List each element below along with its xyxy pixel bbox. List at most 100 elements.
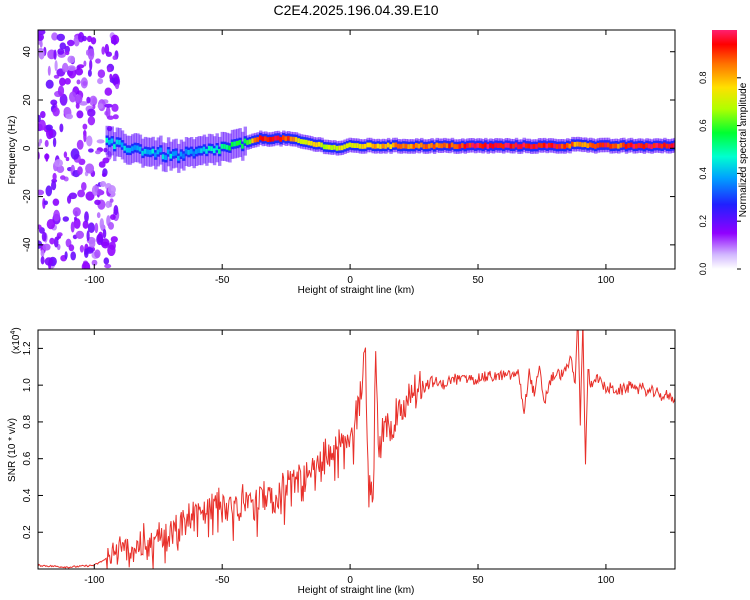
ridge-core (430, 143, 434, 148)
ridge-core (256, 137, 260, 142)
noise-blob (107, 67, 112, 73)
ridge-core (586, 143, 590, 148)
ridge-core (435, 142, 439, 148)
ridge-core (218, 149, 222, 154)
ridge-core (535, 144, 539, 149)
ridge-core (542, 142, 547, 148)
ridge-core (358, 143, 363, 149)
ridge-core (328, 144, 332, 150)
noise-blob (95, 58, 101, 64)
snr-series-line (38, 330, 675, 569)
ridge-core (650, 144, 654, 149)
noise-blob (53, 209, 60, 222)
ridge-core (548, 142, 552, 148)
noise-blob (82, 123, 88, 130)
noise-blob (52, 198, 60, 206)
ridge-core (356, 143, 360, 148)
x-tick-label: 100 (598, 575, 615, 586)
ridge-core (573, 142, 577, 147)
ridge-core (156, 149, 160, 155)
ridge-core (394, 142, 398, 148)
noise-blob (56, 232, 63, 237)
noise-blob (40, 111, 46, 119)
ridge-core (223, 144, 227, 149)
noise-blob (107, 185, 116, 195)
ridge-core (647, 143, 652, 149)
noise-blob (110, 236, 118, 243)
noise-blob (104, 103, 113, 108)
x-tick-label: 50 (472, 575, 484, 586)
ridge-core (363, 143, 368, 149)
noise-blob (59, 77, 66, 87)
ridge-core (371, 143, 375, 149)
ridge-core (532, 144, 537, 149)
ridge-core (445, 143, 450, 149)
ridge-core (642, 144, 647, 149)
ridge-core (110, 138, 114, 144)
spectrogram-panel: -100 -50 0 50 100 -40 -20 0 20 40 Height of stra… (7, 29, 676, 296)
ridge-core (312, 141, 317, 147)
ridge-core (333, 144, 337, 150)
ridge-core (184, 149, 189, 154)
noise-blob (86, 230, 90, 242)
ridge-core (192, 151, 196, 157)
noise-blob (81, 182, 87, 191)
ridge-core (545, 143, 549, 149)
ridge-core (583, 142, 588, 147)
noise-blob (94, 222, 99, 234)
ridge-core (128, 147, 132, 153)
ridge-core (151, 148, 155, 154)
noise-blob (97, 234, 101, 243)
noise-blob (64, 251, 68, 260)
noise-blob (70, 148, 80, 160)
noise-blob (107, 244, 116, 256)
ridge-core (663, 142, 667, 148)
ridge-core (174, 150, 178, 156)
spectrogram-marks (38, 30, 675, 269)
colorbar-tick-label: 0.2 (698, 215, 708, 228)
noise-blob (85, 262, 91, 269)
ridge-core (261, 136, 265, 142)
ridge-core (389, 144, 393, 149)
ridge-core (248, 139, 253, 145)
ridge-core (379, 144, 383, 149)
noise-blob (79, 245, 84, 253)
ridge-core (432, 144, 437, 150)
ridge-core (658, 143, 662, 149)
noise-blob (113, 205, 119, 216)
noise-blob (112, 55, 117, 60)
ridge-core (645, 143, 649, 148)
noise-blob (77, 189, 85, 198)
noise-blob (97, 103, 104, 109)
y-tick-label: 0.6 (22, 451, 33, 465)
noise-blob (51, 180, 57, 191)
noise-blob (65, 113, 73, 120)
ridge-core (294, 137, 299, 142)
noise-blob (42, 243, 51, 251)
snr-frame (37, 329, 676, 570)
ridge-core (566, 143, 570, 148)
ridge-core (269, 137, 273, 142)
noise-blob (89, 59, 93, 71)
ridge-core (624, 144, 629, 149)
noise-blob (86, 96, 91, 104)
noise-blob (73, 218, 81, 229)
ridge-core (558, 143, 562, 149)
ridge-core (629, 142, 634, 148)
snr-scale-factor: (x104) (10, 327, 22, 354)
ridge-core (555, 144, 560, 149)
noise-blob (45, 124, 53, 131)
noise-blob (96, 139, 105, 144)
ridge-core (123, 145, 127, 151)
ridge-core (202, 146, 207, 152)
ridge-core (177, 155, 181, 161)
noise-blob (84, 211, 89, 223)
noise-blob (115, 83, 120, 90)
ridge-core (187, 150, 191, 155)
ridge-core (619, 142, 624, 148)
noise-blob (110, 214, 116, 221)
ridge-core (484, 142, 488, 148)
ridge-core (399, 144, 404, 149)
snr-x-label: Height of straight line (km) (298, 585, 415, 596)
noise-blob (68, 244, 75, 252)
